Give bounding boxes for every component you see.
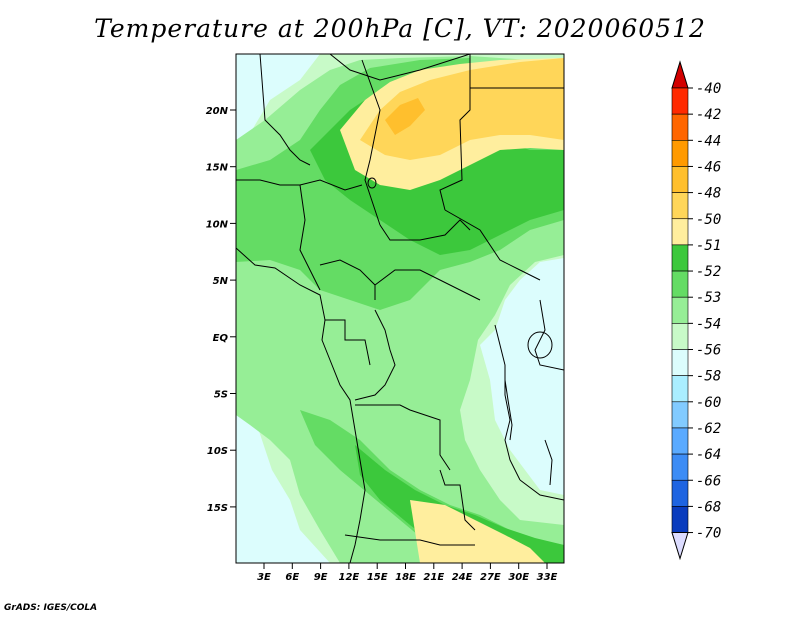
legend-swatch — [671, 192, 689, 220]
field-cyan-northwest — [236, 54, 320, 150]
lon-tick-label: 27E — [480, 572, 501, 583]
border-angola-namibia — [344, 534, 475, 546]
border-congo-drc — [354, 309, 396, 401]
grads-credit: GrADS: IGES/COLA — [4, 603, 98, 613]
lake-victoria — [527, 331, 553, 359]
legend-label: -44 — [696, 133, 721, 149]
field-midgreen-southband — [300, 410, 564, 563]
country-borders — [236, 54, 564, 563]
lon-tick-label: 33E — [537, 572, 558, 583]
field-yellow-north — [360, 58, 564, 160]
chart-title: Temperature at 200hPa [C], VT: 202006051… — [94, 14, 706, 43]
legend-label: -50 — [696, 212, 721, 228]
lon-tick-label: 12E — [339, 572, 360, 583]
legend-label: -52 — [696, 264, 721, 280]
lake-tanganyika — [504, 379, 513, 441]
legend-bottom-cap — [671, 532, 689, 561]
lat-tick-label: 10N — [206, 219, 229, 230]
lon-tick-label: 21E — [423, 572, 444, 583]
legend-swatch — [671, 506, 689, 533]
longitude-axis: 3E 6E 9E 12E 15E 18E 21E 24E 27E 30E 33E — [257, 563, 558, 583]
border-drc-angola — [355, 404, 451, 471]
legend-swatch — [671, 323, 689, 350]
border-gabon — [325, 319, 371, 366]
lon-tick-label: 15E — [367, 572, 388, 583]
legend-swatch — [671, 427, 689, 455]
legend-label: -60 — [696, 395, 721, 411]
legend-label: -56 — [696, 343, 721, 359]
border-chad-west — [361, 59, 381, 226]
legend-swatch — [671, 349, 689, 376]
legend-label: -54 — [696, 316, 721, 332]
temperature-field — [236, 54, 564, 563]
border-chad-car — [379, 219, 471, 241]
border-angola-zambia — [439, 469, 476, 531]
coastline-west-africa — [236, 247, 366, 563]
lake-outlines — [367, 177, 553, 486]
lat-tick-label: 5N — [213, 276, 229, 287]
legend-swatch — [671, 401, 689, 429]
legend-label: -58 — [696, 369, 721, 385]
field-darkgreen-southband — [355, 445, 564, 563]
legend-swatch — [671, 218, 689, 246]
lat-tick-label: 15N — [206, 163, 229, 174]
legend-label: -62 — [696, 421, 721, 437]
border-nigeria-cameroon — [299, 184, 321, 291]
border-car-south — [374, 269, 481, 301]
legend-label: -53 — [696, 290, 721, 306]
legend-label: -64 — [696, 447, 721, 463]
legend-swatch — [671, 244, 689, 272]
legend-label: -48 — [696, 186, 721, 202]
legend-swatch — [671, 296, 689, 324]
legend-swatch — [671, 166, 689, 193]
color-legend: -40 -42 -44 -46 -48 -50 -51 -52 -53 -54 -56 -58 -60 -… — [671, 60, 721, 561]
lat-tick-label: 10S — [207, 446, 228, 457]
lat-tick-label: EQ — [213, 333, 229, 344]
legend-swatch — [671, 140, 689, 167]
lat-tick-label: 5S — [214, 390, 228, 401]
legend-swatch — [671, 87, 689, 115]
border-south-sudan — [444, 209, 541, 281]
legend-swatch — [671, 113, 689, 141]
lon-tick-label: 9E — [314, 572, 328, 583]
lon-tick-label: 3E — [257, 572, 271, 583]
legend-label: -70 — [696, 526, 721, 542]
border-libya-sudan — [439, 54, 471, 211]
legend-swatch — [671, 375, 689, 403]
legend-label: -42 — [696, 107, 721, 123]
lat-tick-label: 15S — [207, 503, 228, 514]
lon-tick-label: 24E — [452, 572, 473, 583]
legend-label: -68 — [696, 499, 721, 515]
field-paleyellow-south — [410, 500, 545, 563]
legend-swatch — [671, 453, 689, 481]
lon-tick-label: 6E — [285, 572, 299, 583]
legend-label: -46 — [696, 159, 721, 175]
field-cyan-southwest — [236, 400, 330, 563]
lake-chad — [367, 177, 377, 189]
field-orange-core — [385, 98, 425, 135]
legend-swatch — [671, 270, 689, 298]
border-east-africa — [534, 299, 564, 371]
lake-malawi — [544, 439, 553, 486]
border-southeast — [519, 479, 564, 501]
border-sahara — [329, 54, 471, 81]
border-northwest — [259, 54, 311, 166]
border-cameroon-car — [319, 259, 376, 300]
lat-tick-label: 20N — [206, 106, 229, 117]
legend-top-cap — [671, 60, 689, 89]
legend-label: -51 — [696, 238, 721, 254]
legend-swatch — [671, 479, 689, 507]
lon-tick-label: 18E — [395, 572, 416, 583]
map-frame — [235, 53, 565, 564]
border-east-lakes — [494, 324, 521, 481]
lon-tick-label: 30E — [508, 572, 529, 583]
legend-label: -40 — [696, 81, 721, 97]
legend-label: -66 — [696, 473, 721, 489]
latitude-axis: 20N 15N 10N 5N EQ 5S 10S 15S — [206, 106, 236, 514]
